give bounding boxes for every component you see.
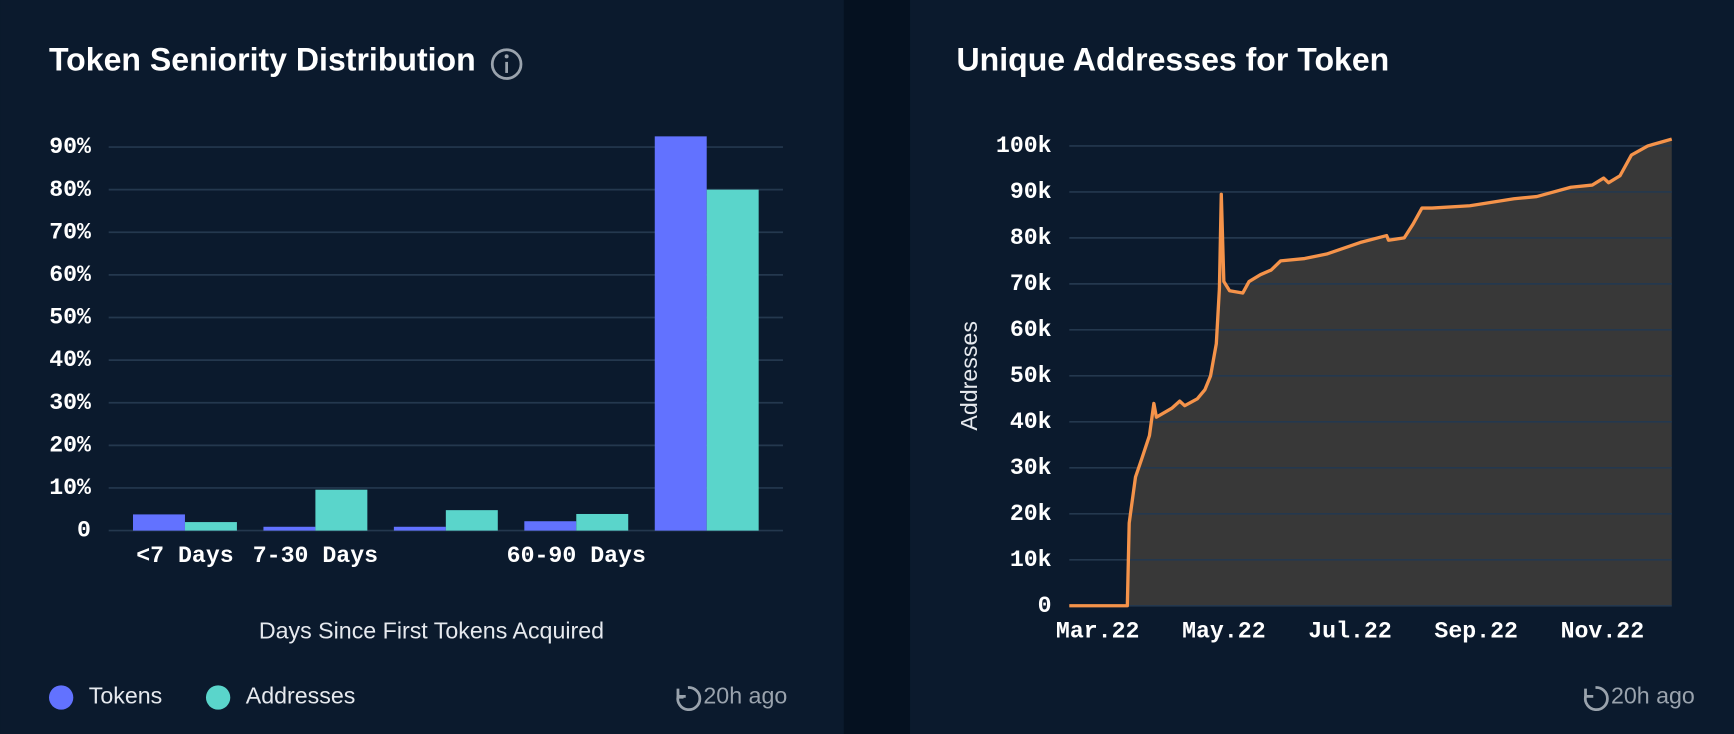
updated-time: 20h ago <box>703 683 787 709</box>
separator <box>843 0 911 734</box>
bar <box>576 513 629 531</box>
x-tick-label: 60-90 Days <box>507 543 646 569</box>
y-tick-label: 0 <box>77 518 91 544</box>
bar <box>315 489 368 531</box>
area <box>1069 139 1672 606</box>
chart-title: Unique Addresses for Token <box>957 41 1390 77</box>
info-icon[interactable] <box>490 48 523 80</box>
y-tick-label: 60% <box>49 262 91 288</box>
y-tick-label: 20k <box>1010 501 1052 527</box>
refresh-icon <box>1583 686 1609 712</box>
legend-swatch <box>48 685 74 710</box>
updated-time: 20h ago <box>1611 683 1695 709</box>
y-tick-label: 90k <box>1010 179 1052 205</box>
x-tick-label: 7-30 Days <box>253 543 378 569</box>
y-tick-label: 10% <box>49 475 91 501</box>
y-tick-label: 100k <box>996 133 1052 159</box>
y-tick-label: 30k <box>1010 455 1052 481</box>
x-tick-label: May.22 <box>1182 618 1266 644</box>
legend-label: Tokens <box>89 683 163 709</box>
bar <box>263 526 316 531</box>
y-tick-label: 70k <box>1010 271 1052 297</box>
x-axis-label: Days Since First Tokens Acquired <box>259 617 604 643</box>
y-tick-label: 20% <box>49 432 91 458</box>
x-tick-label: <7 Days <box>136 543 233 569</box>
y-tick-label: 0 <box>1038 593 1052 619</box>
x-tick-label: Mar.22 <box>1056 618 1140 644</box>
x-tick-label: Jul.22 <box>1308 618 1392 644</box>
y-tick-label: 40k <box>1010 409 1052 435</box>
y-tick-label: 50% <box>49 305 91 331</box>
y-tick-label: 10k <box>1010 547 1052 573</box>
y-tick-label: 60k <box>1010 317 1052 343</box>
bar <box>524 521 577 531</box>
y-axis-label: Addresses <box>956 321 982 431</box>
bar <box>184 522 237 531</box>
y-tick-label: 80% <box>49 177 91 203</box>
legend-label: Addresses <box>246 683 356 709</box>
x-tick-label: Sep.22 <box>1434 618 1518 644</box>
bar <box>654 136 707 531</box>
y-tick-label: 80k <box>1010 225 1052 251</box>
bar <box>393 526 446 531</box>
bar <box>445 510 498 531</box>
bar <box>706 189 759 531</box>
y-tick-label: 90% <box>49 134 91 160</box>
y-tick-label: 70% <box>49 219 91 245</box>
refresh-icon <box>676 686 702 712</box>
y-tick-label: 30% <box>49 390 91 416</box>
legend-swatch <box>205 685 231 710</box>
y-tick-label: 50k <box>1010 363 1052 389</box>
chart-title: Token Seniority Distribution <box>49 41 476 77</box>
line <box>1069 137 1673 608</box>
x-tick-label: Nov.22 <box>1561 618 1645 644</box>
y-tick-label: 40% <box>49 347 91 373</box>
bar <box>133 514 185 531</box>
